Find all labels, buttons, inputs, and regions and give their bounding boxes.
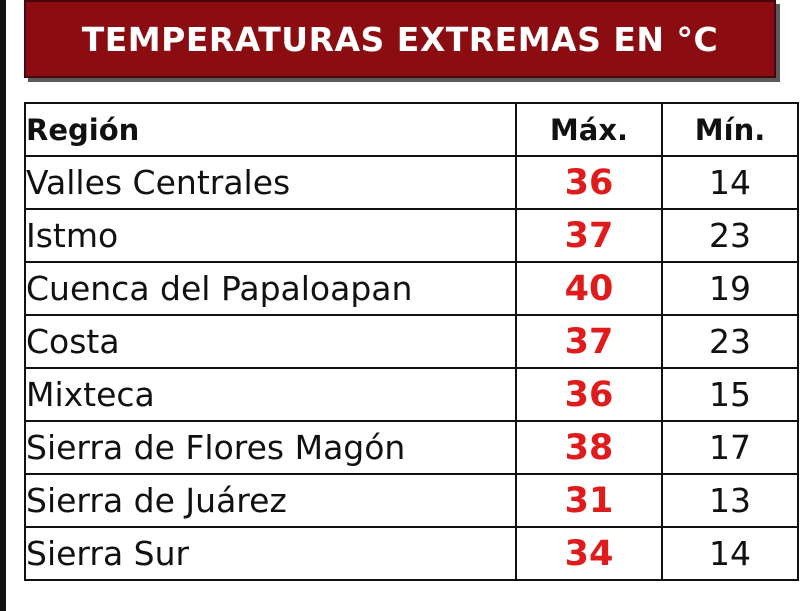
min-temp-cell: 15 xyxy=(661,367,799,422)
min-temp-cell: 14 xyxy=(661,526,799,581)
max-temp-cell: 37 xyxy=(515,208,663,263)
temperature-table: Región Máx. Mín. Valles Centrales 36 14 … xyxy=(24,102,799,581)
min-temp-cell: 14 xyxy=(661,155,799,210)
max-temp-cell: 34 xyxy=(515,526,663,581)
max-temp-cell: 38 xyxy=(515,420,663,475)
page-title: TEMPERATURAS EXTREMAS EN °C xyxy=(81,19,719,59)
min-temp-cell: 19 xyxy=(661,261,799,316)
table-row: Cuenca del Papaloapan 40 19 xyxy=(24,261,799,316)
min-temp-cell: 23 xyxy=(661,208,799,263)
max-temp-cell: 37 xyxy=(515,314,663,369)
table-row: Sierra de Juárez 31 13 xyxy=(24,473,799,528)
table-row: Costa 37 23 xyxy=(24,314,799,369)
table-row: Istmo 37 23 xyxy=(24,208,799,263)
region-cell: Sierra Sur xyxy=(24,526,517,581)
max-temp-cell: 31 xyxy=(515,473,663,528)
max-temp-cell: 40 xyxy=(515,261,663,316)
min-temp-cell: 23 xyxy=(661,314,799,369)
region-cell: Sierra de Juárez xyxy=(24,473,517,528)
max-temp-cell: 36 xyxy=(515,367,663,422)
table-row: Sierra de Flores Magón 38 17 xyxy=(24,420,799,475)
header-min: Mín. xyxy=(661,102,799,157)
table-row: Mixteca 36 15 xyxy=(24,367,799,422)
left-border-rule xyxy=(0,0,6,611)
title-banner: TEMPERATURAS EXTREMAS EN °C xyxy=(24,0,776,78)
table-row: Valles Centrales 36 14 xyxy=(24,155,799,210)
region-cell: Sierra de Flores Magón xyxy=(24,420,517,475)
region-cell: Cuenca del Papaloapan xyxy=(24,261,517,316)
region-cell: Valles Centrales xyxy=(24,155,517,210)
min-temp-cell: 17 xyxy=(661,420,799,475)
region-cell: Istmo xyxy=(24,208,517,263)
region-cell: Mixteca xyxy=(24,367,517,422)
table-header-row: Región Máx. Mín. xyxy=(24,102,799,157)
min-temp-cell: 13 xyxy=(661,473,799,528)
header-region: Región xyxy=(24,102,517,157)
region-cell: Costa xyxy=(24,314,517,369)
table-row: Sierra Sur 34 14 xyxy=(24,526,799,581)
max-temp-cell: 36 xyxy=(515,155,663,210)
header-max: Máx. xyxy=(515,102,663,157)
